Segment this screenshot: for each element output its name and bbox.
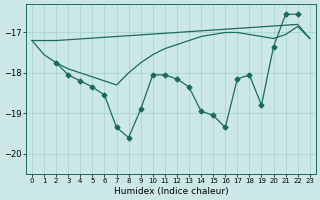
X-axis label: Humidex (Indice chaleur): Humidex (Indice chaleur) bbox=[114, 187, 228, 196]
